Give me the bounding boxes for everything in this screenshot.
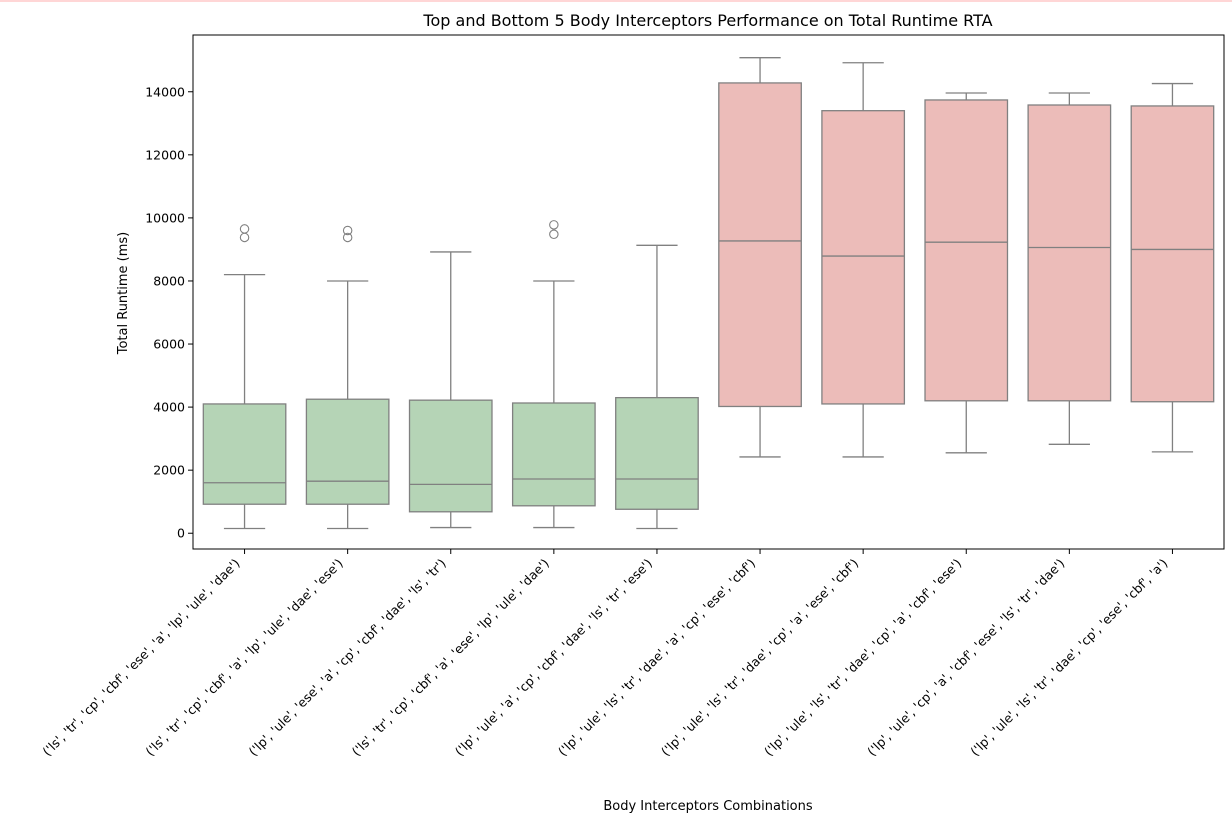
y-tick-label: 6000	[153, 337, 185, 352]
outlier-point	[549, 229, 559, 240]
x-axis-label: Body Interceptors Combinations	[603, 799, 813, 814]
box	[821, 110, 906, 405]
x-tick-label: ('lp', 'ule', 'ls', 'tr', 'dae', 'cp', '…	[761, 556, 964, 759]
outlier-point	[239, 224, 250, 234]
x-tick-label: ('lp', 'ule', 'ls', 'tr', 'dae', 'a', 'c…	[555, 556, 758, 759]
y-tick-label: 0	[177, 526, 185, 541]
x-tick-label: ('lp', 'ule', 'ls', 'tr', 'dae', 'cp', '…	[967, 556, 1170, 759]
y-tick-label: 12000	[145, 147, 185, 162]
outlier-point	[342, 225, 353, 236]
x-tick-label: ('lp', 'ule', 'cp', 'a', 'cbf', 'ese', '…	[864, 556, 1067, 759]
box	[1130, 105, 1215, 403]
top-border	[0, 0, 1232, 2]
box	[718, 82, 802, 408]
x-tick-label: ('ls', 'tr', 'cp', 'cbf', 'a', 'lp', 'ul…	[142, 556, 345, 759]
box	[924, 99, 1009, 402]
outlier-point	[342, 232, 353, 243]
outlier-point	[239, 232, 250, 243]
box	[511, 402, 596, 507]
x-tick-label: ('lp', 'ule', 'ls', 'tr', 'dae', 'cp', '…	[658, 556, 861, 759]
outlier-point	[549, 220, 559, 230]
y-tick-label: 10000	[145, 210, 185, 225]
y-tick-label: 14000	[145, 84, 185, 99]
plot-area: 0 2000 4000 6000 8000 10000 12000 14000 ('ls', '…	[39, 34, 1225, 759]
x-tick-label: ('ls', 'tr', 'cp', 'cbf', 'ese', 'a', 'l…	[39, 556, 242, 759]
y-axis-label: Total Runtime (ms)	[116, 232, 131, 356]
x-tick-label: ('ls', 'tr', 'cp', 'cbf', 'a', 'ese', 'l…	[349, 556, 552, 759]
box	[615, 396, 699, 510]
y-tick-label: 4000	[153, 400, 185, 415]
box	[305, 398, 390, 505]
y-tick-label: 2000	[153, 463, 185, 478]
x-tick-label: ('lp', 'ule', 'ese', 'a', 'cp', 'cbf', '…	[246, 556, 449, 759]
x-tick-label: ('lp', 'ule', 'a', 'cp', 'cbf', 'dae', '…	[452, 556, 655, 759]
axes-frame	[192, 34, 1225, 550]
box	[1027, 104, 1112, 402]
box	[408, 399, 493, 513]
chart-title: Top and Bottom 5 Body Interceptors Perfo…	[422, 11, 992, 30]
box	[202, 403, 287, 505]
y-tick-label: 8000	[153, 273, 185, 288]
